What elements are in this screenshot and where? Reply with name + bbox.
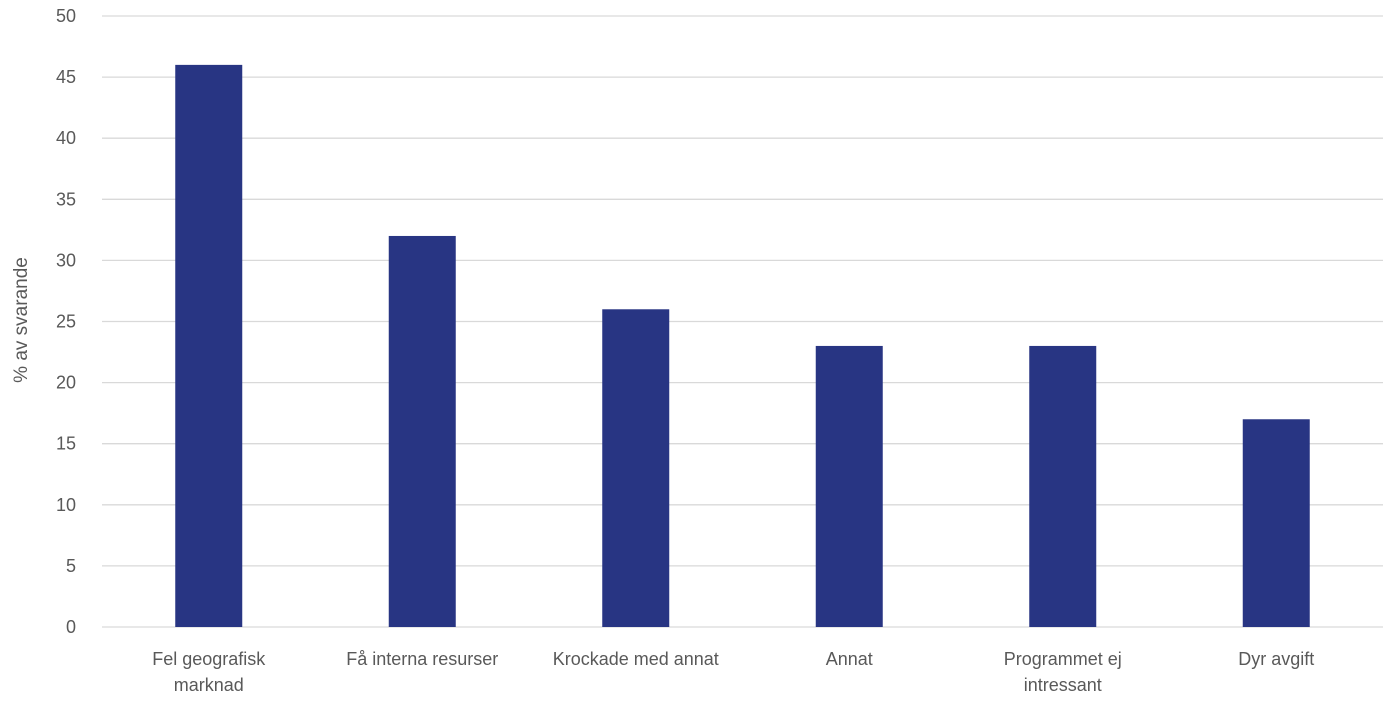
bar xyxy=(388,235,456,627)
x-category-label-line: Programmet ej xyxy=(1004,649,1122,669)
x-category-label: Annat xyxy=(826,649,873,669)
y-tick-label: 50 xyxy=(56,6,76,26)
bar xyxy=(1029,345,1097,627)
x-category-label: Programmet ej intressant xyxy=(1004,649,1122,695)
x-category-label-line: Fel geografisk xyxy=(152,649,266,669)
bar xyxy=(1242,419,1310,627)
y-axis-title: % av svarande xyxy=(11,257,32,383)
gridlines xyxy=(102,15,1383,628)
y-tick-label: 40 xyxy=(56,128,76,148)
x-category-label: Dyr avgift xyxy=(1238,649,1314,669)
x-axis-labels: Fel geografisk marknad Få interna resurser… xyxy=(152,649,1314,695)
x-category-label-line: Annat xyxy=(826,649,873,669)
x-category-label-line: Krockade med annat xyxy=(553,649,719,669)
x-category-label: Få interna resurser xyxy=(346,649,498,669)
y-tick-label: 30 xyxy=(56,250,76,270)
bar xyxy=(175,64,243,627)
x-category-label-line: intressant xyxy=(1024,675,1102,695)
y-tick-label: 15 xyxy=(56,434,76,454)
x-category-label-line: marknad xyxy=(174,675,244,695)
y-tick-label: 10 xyxy=(56,495,76,515)
y-tick-label: 0 xyxy=(66,617,76,637)
y-tick-label: 25 xyxy=(56,312,76,332)
x-category-label-line: Dyr avgift xyxy=(1238,649,1314,669)
y-tick-label: 5 xyxy=(66,556,76,576)
bars xyxy=(175,64,1310,627)
y-tick-label: 20 xyxy=(56,373,76,393)
y-tick-label: 45 xyxy=(56,67,76,87)
bar xyxy=(815,345,883,627)
x-category-label-line: Få interna resurser xyxy=(346,649,498,669)
y-axis-ticks: 0 5 10 15 20 25 30 35 40 45 50 xyxy=(56,6,76,637)
bar xyxy=(602,309,670,627)
x-category-label: Krockade med annat xyxy=(553,649,719,669)
y-tick-label: 35 xyxy=(56,189,76,209)
x-category-label: Fel geografisk marknad xyxy=(152,649,266,695)
